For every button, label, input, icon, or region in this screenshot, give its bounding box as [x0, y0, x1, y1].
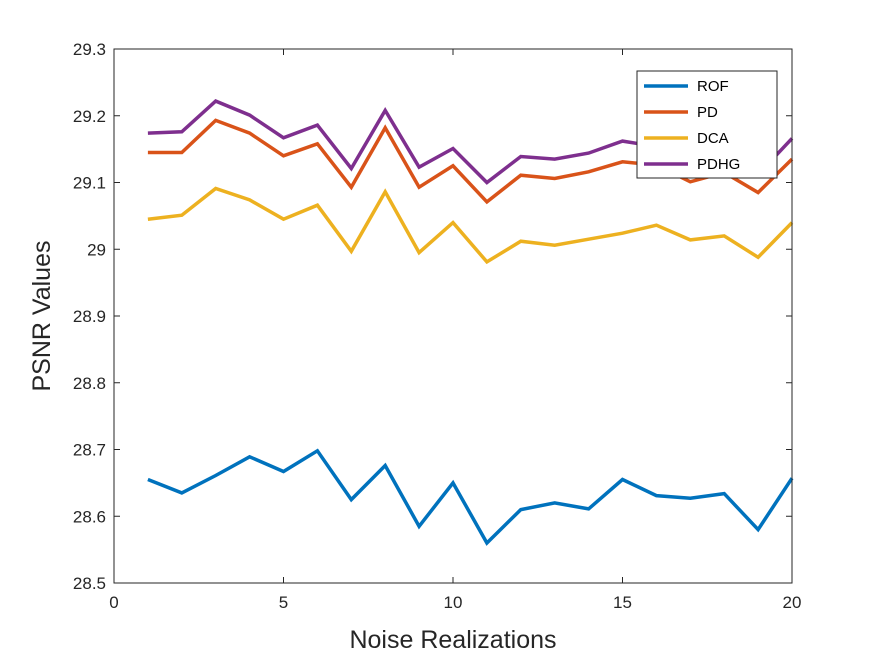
- y-tick-label: 28.6: [73, 507, 106, 526]
- y-tick-label: 28.7: [73, 441, 106, 460]
- x-tick-label: 15: [613, 593, 632, 612]
- x-axis-label: Noise Realizations: [349, 626, 556, 654]
- legend-label-dca: DCA: [697, 130, 729, 147]
- x-tick-label: 20: [783, 593, 802, 612]
- x-tick-label: 0: [109, 593, 118, 612]
- x-tick-label: 10: [444, 593, 463, 612]
- legend-label-pd: PD: [697, 104, 718, 121]
- y-tick-label: 29.1: [73, 174, 106, 193]
- y-tick-label: 28.5: [73, 574, 106, 593]
- y-tick-label: 28.9: [73, 307, 106, 326]
- legend: ROF PD DCA PDHG: [636, 70, 778, 179]
- series-line-pd: [147, 118, 794, 205]
- series-line-dca: [147, 186, 794, 265]
- legend-box: [636, 70, 778, 179]
- y-tick-label: 29: [87, 240, 106, 259]
- x-tick-label: 5: [279, 593, 288, 612]
- legend-label-pdhg: PDHG: [697, 156, 740, 173]
- legend-label-rof: ROF: [697, 78, 729, 95]
- y-tick-label: 29.2: [73, 107, 106, 126]
- y-axis-label: PSNR Values: [28, 241, 56, 392]
- series-line-rof: [147, 448, 794, 546]
- y-tick-label: 29.3: [73, 40, 106, 59]
- y-tick-label: 28.8: [73, 374, 106, 393]
- ticks-layer: 0 5 10 15 20 28.5 28.6 28.7 28.8 28.9 29 29.1 29.2 29…: [73, 40, 802, 612]
